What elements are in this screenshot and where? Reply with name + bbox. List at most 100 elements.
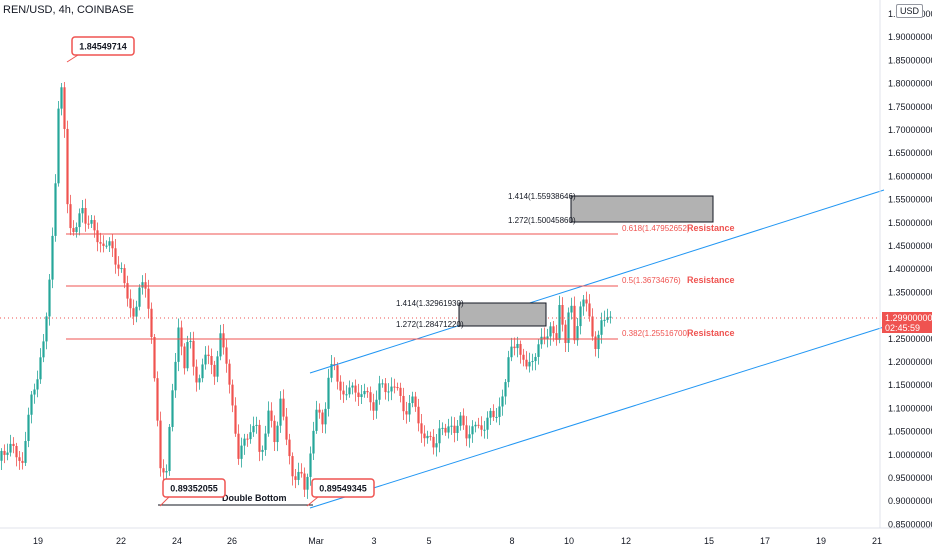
candle-body (429, 435, 432, 437)
candle-body (423, 433, 426, 439)
candle-body (102, 243, 105, 246)
candle-body (471, 426, 474, 435)
candle-body (117, 264, 120, 269)
candle-body (105, 245, 108, 247)
candlestick-series (0, 82, 612, 499)
price-tick-label: 1.90000000 (888, 32, 932, 42)
candle-body (513, 346, 516, 349)
candle-body (378, 383, 381, 400)
candle-body (96, 230, 99, 243)
candle-body (69, 204, 72, 229)
candle-body (30, 394, 33, 415)
candle-body (312, 430, 315, 454)
candle-body (207, 354, 210, 357)
candle-body (588, 303, 591, 317)
candle-body (216, 356, 219, 377)
symbol-label[interactable]: REN/USD, 4h, COINBASE (3, 4, 134, 16)
candle-body (537, 344, 540, 357)
candle-body (495, 416, 498, 418)
candle-body (492, 410, 495, 418)
candle-body (3, 450, 6, 455)
candle-body (321, 412, 324, 425)
price-tick-label: 1.65000000 (888, 148, 932, 158)
candle-body (138, 287, 141, 307)
candle-body (591, 316, 594, 337)
candle-body (237, 433, 240, 459)
candle-body (516, 343, 519, 349)
high-callout-pointer (66, 54, 79, 63)
price-tick-label: 1.40000000 (888, 264, 932, 274)
candle-body (15, 445, 18, 458)
candle-body (555, 333, 558, 340)
candle-body (330, 364, 333, 378)
bar-countdown: 02:45:59 (885, 323, 921, 333)
candle-body (81, 208, 84, 214)
candle-body (261, 449, 264, 452)
candle-body (12, 443, 15, 446)
candle-body (435, 443, 438, 448)
candle-body (552, 326, 555, 334)
resistance-tag: Resistance (687, 223, 735, 233)
candle-body (177, 327, 180, 362)
candle-body (396, 387, 399, 389)
price-tick-label: 1.85000000 (888, 55, 932, 65)
candle-body (390, 386, 393, 392)
extension-upper-label: 1.414(1.32961930) (396, 299, 464, 308)
candle-body (426, 435, 429, 439)
extension-lower-label: 1.272(1.50045860) (508, 216, 576, 225)
price-tick-label: 1.10000000 (888, 403, 932, 413)
extension-zone-box (570, 195, 714, 223)
fib-level-label: 0.5(1.36734676) (622, 276, 681, 285)
candle-body (234, 405, 237, 434)
candle-body (180, 327, 183, 347)
candle-body (507, 357, 510, 383)
candle-body (456, 425, 459, 433)
candle-body (405, 411, 408, 415)
candle-body (63, 87, 66, 129)
candle-body (135, 306, 138, 317)
candle-body (153, 337, 156, 379)
candle-body (597, 334, 600, 350)
candle-body (372, 402, 375, 411)
candle-body (576, 326, 579, 341)
candle-body (18, 457, 21, 461)
candle-body (504, 382, 507, 397)
candle-body (573, 305, 576, 341)
extension-upper-label: 1.414(1.55938646) (508, 192, 576, 201)
candle-body (408, 403, 411, 415)
candle-body (51, 235, 54, 280)
low-right-callout-box (311, 478, 375, 498)
candle-body (450, 425, 453, 427)
candle-body (201, 364, 204, 379)
candle-body (210, 356, 213, 365)
candle-body (540, 336, 543, 345)
candle-body (168, 426, 171, 472)
candle-body (375, 399, 378, 411)
candle-body (90, 220, 93, 224)
candle-body (150, 308, 153, 338)
candle-body (567, 312, 570, 343)
price-tick-label: 1.25000000 (888, 334, 932, 344)
low-right-callout-text: 0.89549345 (319, 484, 367, 494)
extension-lower-label: 1.272(1.28471220) (396, 320, 464, 329)
candle-body (381, 383, 384, 385)
candle-body (522, 354, 525, 360)
time-tick-label: 17 (760, 536, 770, 546)
candle-body (6, 452, 9, 455)
candle-body (126, 283, 129, 299)
price-tick-label: 1.05000000 (888, 427, 932, 437)
candle-body (198, 378, 201, 383)
currency-selector[interactable]: USD (896, 4, 924, 18)
candle-body (489, 410, 492, 418)
candle-body (414, 396, 417, 407)
candle-body (384, 383, 387, 393)
candle-body (75, 227, 78, 233)
candle-body (195, 366, 198, 383)
time-tick-label: 15 (704, 536, 714, 546)
candle-body (441, 427, 444, 429)
candle-body (27, 414, 30, 442)
candle-body (459, 415, 462, 426)
candle-body (318, 409, 321, 413)
